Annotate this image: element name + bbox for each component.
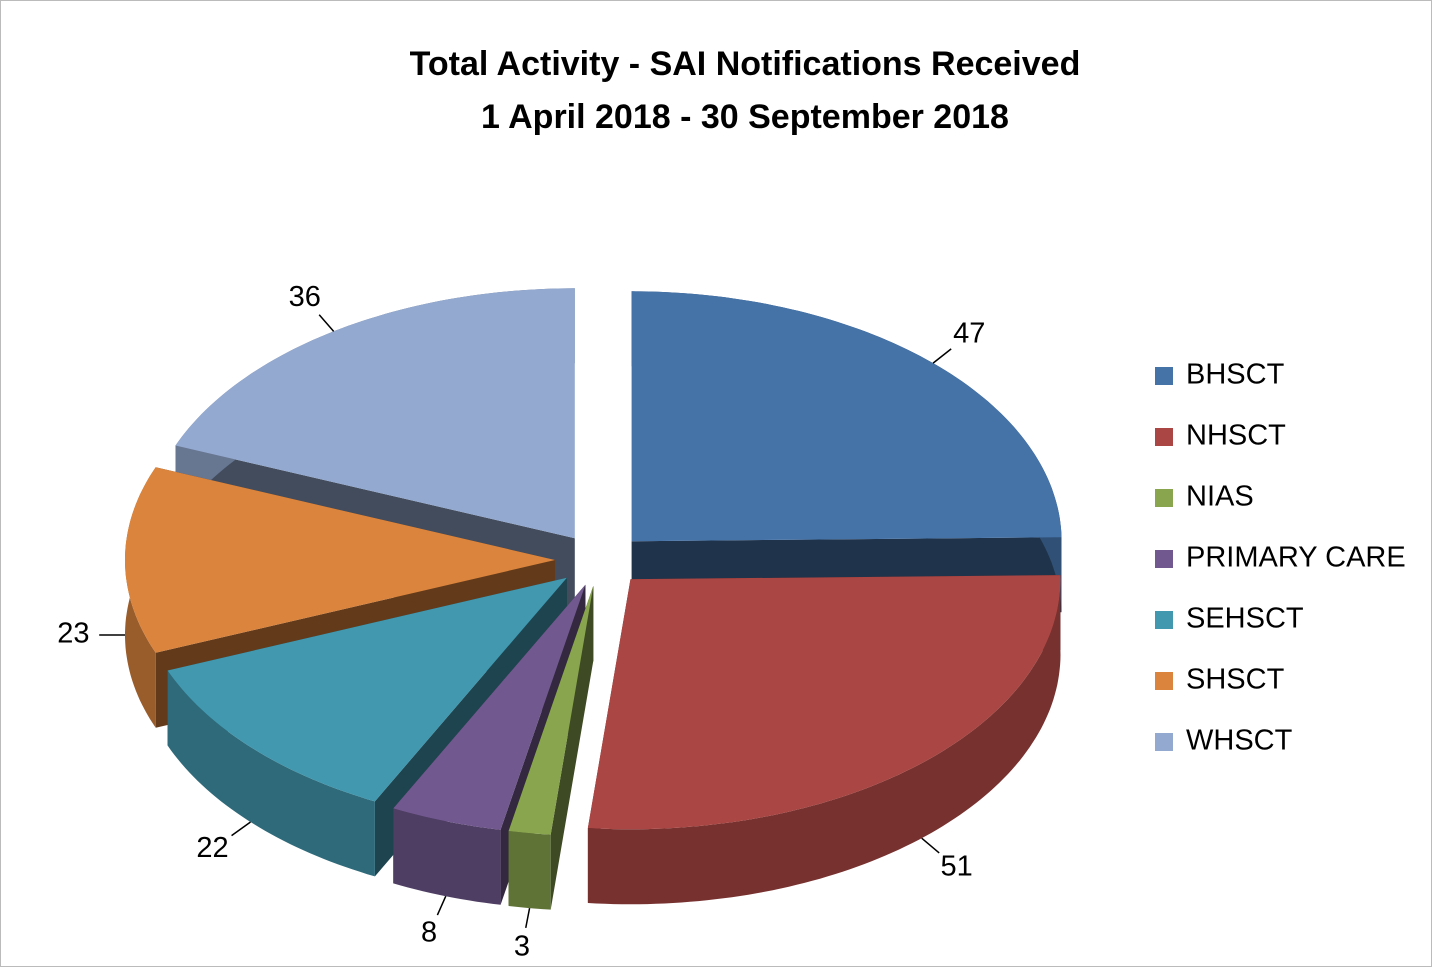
- legend-swatch: [1155, 489, 1173, 507]
- legend-label: NIAS: [1186, 481, 1254, 513]
- leader-line: [921, 837, 940, 854]
- slice: [167, 577, 567, 802]
- slice: [125, 467, 555, 653]
- slice: [175, 288, 575, 539]
- data-label: 8: [421, 917, 437, 949]
- legend-swatch: [1155, 672, 1173, 690]
- legend-swatch: [1155, 550, 1173, 568]
- leader-line: [932, 348, 952, 364]
- data-label: 47: [953, 317, 985, 349]
- legend-label: SEHSCT: [1186, 603, 1304, 635]
- chart-title: Total Activity - SAI Notifications Recei…: [410, 45, 1081, 83]
- slice-side: [393, 808, 501, 905]
- legend-label: SHSCT: [1186, 664, 1285, 696]
- slice: [393, 584, 586, 830]
- leader-line: [525, 907, 531, 929]
- leader-line: [231, 821, 251, 837]
- chart-subtitle: 1 April 2018 - 30 September 2018: [481, 98, 1009, 136]
- legend-swatch: [1155, 428, 1173, 446]
- legend-label: WHSCT: [1186, 725, 1293, 757]
- legend-label: BHSCT: [1186, 359, 1285, 391]
- data-label: 36: [289, 281, 321, 313]
- leader-line: [318, 314, 335, 332]
- legend-swatch: [1155, 611, 1173, 629]
- slice-side: [508, 831, 551, 910]
- slice: [587, 575, 1061, 830]
- data-label: 23: [57, 618, 89, 650]
- legend-label: NHSCT: [1186, 420, 1286, 452]
- data-label: 51: [941, 850, 973, 882]
- slice-side: [167, 670, 375, 877]
- legend-swatch: [1155, 733, 1173, 751]
- slice: [631, 291, 1062, 542]
- legend-swatch: [1155, 367, 1173, 385]
- data-label: 22: [196, 832, 228, 864]
- slice: [508, 585, 594, 835]
- data-label: 3: [514, 930, 530, 962]
- leader-line: [436, 895, 447, 916]
- legend-label: PRIMARY CARE: [1186, 542, 1406, 574]
- slice-side: [587, 575, 1061, 905]
